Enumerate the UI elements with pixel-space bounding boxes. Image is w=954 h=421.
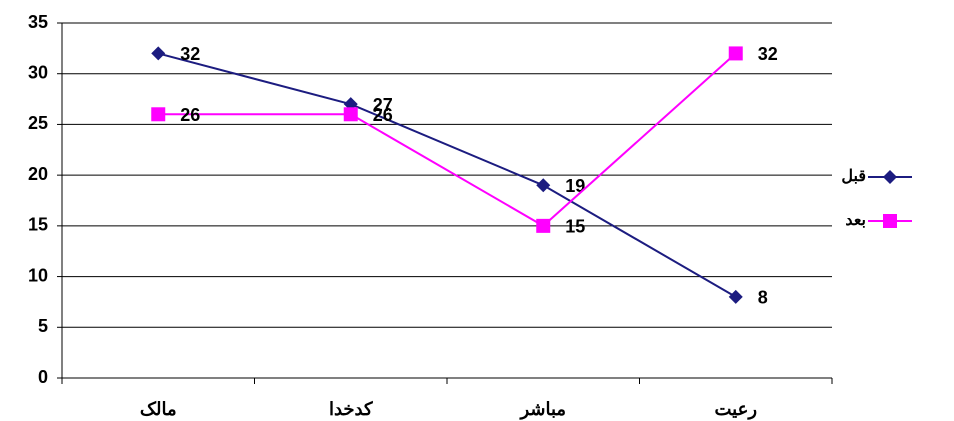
data-point: [151, 107, 165, 121]
data-label: 26: [180, 105, 200, 125]
legend-marker: [883, 170, 897, 184]
data-point: [151, 46, 165, 60]
y-tick-label: 0: [38, 367, 48, 387]
x-tick-label: کدخدا: [329, 399, 373, 419]
data-label: 32: [180, 44, 200, 64]
x-tick-label: مالک: [140, 399, 177, 419]
data-label: 19: [565, 176, 585, 196]
chart: 05101520253035مالککدخدامباشررعیت3227198ق…: [0, 0, 954, 421]
y-tick-label: 20: [28, 164, 48, 184]
y-tick-label: 10: [28, 265, 48, 285]
legend-label: قبل: [841, 168, 866, 185]
x-tick-label: مباشر: [518, 399, 566, 420]
x-tick-label: رعیت: [714, 399, 757, 420]
y-tick-label: 25: [28, 113, 48, 133]
data-label: 26: [373, 105, 393, 125]
data-point: [536, 178, 550, 192]
data-label: 8: [758, 288, 768, 308]
y-tick-label: 30: [28, 62, 48, 82]
data-point: [729, 290, 743, 304]
data-label: 15: [565, 217, 585, 237]
y-tick-label: 35: [28, 12, 48, 32]
y-tick-label: 15: [28, 215, 48, 235]
data-point: [729, 46, 743, 60]
legend-marker: [883, 214, 897, 228]
legend-label: بعد: [845, 212, 866, 229]
data-point: [344, 107, 358, 121]
data-point: [536, 219, 550, 233]
y-tick-label: 5: [38, 316, 48, 336]
data-label: 32: [758, 44, 778, 64]
series-line: [158, 53, 736, 225]
